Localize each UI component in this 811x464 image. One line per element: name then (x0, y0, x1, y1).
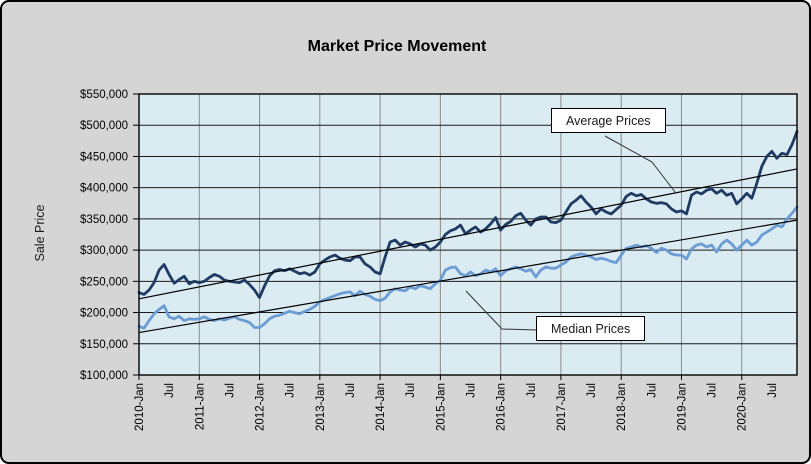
average-prices-callout: Average Prices (551, 108, 666, 133)
x-axis-labels: 2010-Jan Jul 2011-Jan Jul 2012-Jan Jul 2013-Ja… (134, 383, 779, 431)
svg-text:2013-Jan: 2013-Jan (315, 383, 327, 431)
svg-text:Jul: Jul (646, 383, 658, 398)
y-axis-labels: $550,000 $500,000 $450,000 $400,000 $350,000… (80, 89, 128, 382)
svg-text:$400,000: $400,000 (80, 183, 128, 195)
svg-text:2010-Jan: 2010-Jan (134, 383, 146, 431)
svg-text:2014-Jan: 2014-Jan (375, 383, 387, 431)
median-series-line (137, 205, 799, 330)
svg-text:Jul: Jul (466, 383, 478, 398)
svg-text:$200,000: $200,000 (80, 308, 128, 320)
svg-text:Jul: Jul (526, 383, 538, 398)
average-series-line (137, 130, 799, 300)
svg-text:Jul: Jul (285, 383, 297, 398)
plot-border (138, 93, 798, 376)
chart-title: Market Price Movement (307, 38, 487, 55)
svg-text:$550,000: $550,000 (80, 89, 128, 101)
median-trendline (138, 219, 798, 334)
svg-text:Jul: Jul (586, 383, 598, 398)
svg-text:2018-Jan: 2018-Jan (616, 383, 628, 431)
callout-leader-lines (465, 135, 676, 331)
svg-text:$150,000: $150,000 (80, 339, 128, 351)
horizontal-gridlines (139, 124, 797, 345)
median-prices-callout: Median Prices (536, 316, 646, 341)
axis-ticks (133, 93, 743, 380)
svg-text:2015-Jan: 2015-Jan (435, 383, 447, 431)
svg-text:2019-Jan: 2019-Jan (676, 383, 688, 431)
average-trendline (138, 168, 798, 300)
svg-text:2016-Jan: 2016-Jan (496, 383, 508, 431)
svg-text:Jul: Jul (224, 383, 236, 398)
svg-text:$300,000: $300,000 (80, 245, 128, 257)
svg-text:Jul: Jul (767, 383, 779, 398)
svg-text:Jul: Jul (405, 383, 417, 398)
svg-text:$250,000: $250,000 (80, 276, 128, 288)
svg-text:2011-Jan: 2011-Jan (194, 383, 206, 430)
svg-text:2020-Jan: 2020-Jan (737, 383, 749, 431)
vertical-gridlines (198, 94, 743, 375)
svg-text:$350,000: $350,000 (80, 214, 128, 226)
svg-text:Jul: Jul (345, 383, 357, 398)
svg-text:2017-Jan: 2017-Jan (556, 383, 568, 431)
svg-text:$450,000: $450,000 (80, 151, 128, 163)
svg-text:Jul: Jul (164, 383, 176, 398)
plot-area (139, 94, 797, 375)
svg-text:2012-Jan: 2012-Jan (255, 383, 267, 431)
svg-text:Jul: Jul (707, 383, 719, 398)
y-axis-title: Sale Price (33, 204, 47, 262)
svg-text:$500,000: $500,000 (80, 120, 128, 132)
svg-text:$100,000: $100,000 (80, 370, 128, 382)
